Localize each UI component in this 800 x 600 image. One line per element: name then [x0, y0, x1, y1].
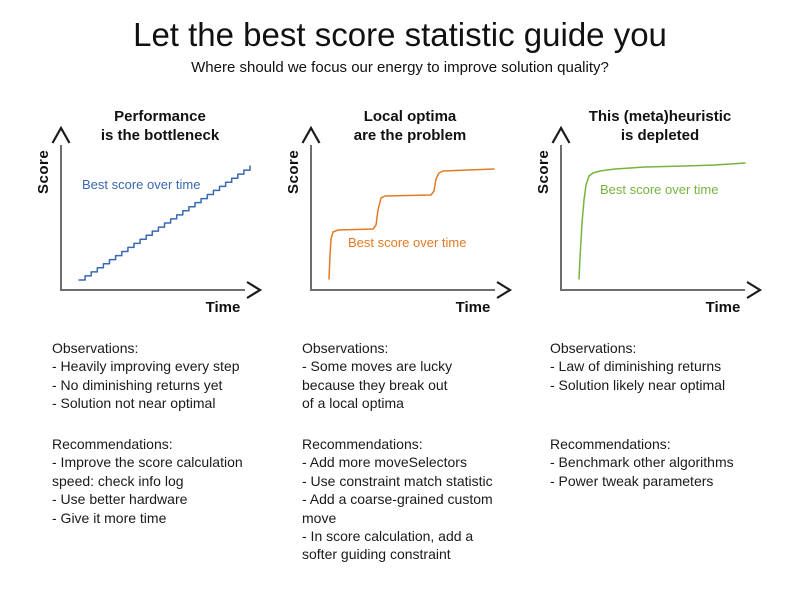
text-line: - Add more moveSelectors	[302, 454, 467, 471]
panel-performance-bottleneck: Performance is the bottleneck Score Time…	[35, 105, 285, 337]
panel-title-line2: is the bottleneck	[100, 127, 220, 144]
panel-title: Performance is the bottleneck	[35, 107, 285, 145]
text-line: - Improve the score calculation	[52, 454, 243, 471]
text-line: softer guiding constraint	[302, 546, 451, 563]
observations-list: - Law of diminishing returns - Solution l…	[550, 357, 795, 394]
recommendations-heading: Recommendations:	[52, 436, 173, 452]
recommendations-block: Recommendations: - Benchmark other algor…	[550, 435, 734, 490]
y-axis-label: Score	[285, 149, 302, 195]
observations-heading: Observations:	[550, 340, 637, 356]
chart-local-optima	[301, 125, 513, 299]
notes-column-depleted: Observations: - Law of diminishing retur…	[550, 339, 795, 579]
text-line: - Use constraint match statistic	[302, 472, 493, 489]
recommendations-list: - Improve the score calculation speed: ch…	[52, 453, 243, 527]
panel-title-line2: is depleted	[620, 127, 700, 144]
series-label: Best score over time	[82, 177, 201, 192]
text-line: - Power tweak parameters	[550, 472, 714, 489]
panel-heuristic-depleted: This (meta)heuristic is depleted Score T…	[535, 105, 785, 337]
text-line: - Solution not near optimal	[52, 395, 216, 412]
panel-local-optima: Local optima are the problem Score Time …	[285, 105, 535, 337]
panel-title-line1: This (meta)heuristic	[588, 108, 732, 125]
x-axis-label: Time	[705, 299, 741, 316]
text-line: - Some moves are lucky	[302, 358, 453, 375]
recommendations-list: - Benchmark other algorithms - Power twea…	[550, 453, 734, 490]
recommendations-heading: Recommendations:	[550, 436, 671, 452]
observations-list: - Heavily improving every step - No dimin…	[52, 357, 297, 412]
recommendations-list: - Add more moveSelectors - Use constraint…	[302, 453, 493, 563]
panel-title-line1: Local optima	[363, 108, 457, 125]
text-line: - Add a coarse-grained custom	[302, 491, 493, 508]
chart-performance-bottleneck	[51, 125, 263, 299]
slide-subtitle: Where should we focus our energy to impr…	[191, 59, 609, 76]
panel-title-line2: are the problem	[353, 127, 467, 144]
text-line: - No diminishing returns yet	[52, 376, 223, 393]
text-line: - Use better hardware	[52, 491, 188, 508]
text-line: of a local optima	[302, 395, 404, 412]
text-line: because they break out	[302, 376, 448, 393]
observations-list: - Some moves are lucky because they break…	[302, 357, 547, 412]
notes-column-performance: Observations: - Heavily improving every …	[52, 339, 297, 579]
x-axis-label: Time	[205, 299, 241, 316]
x-axis-label: Time	[455, 299, 491, 316]
text-line: - Give it more time	[52, 509, 167, 526]
recommendations-heading: Recommendations:	[302, 436, 423, 452]
y-axis-label: Score	[535, 149, 552, 195]
observations-heading: Observations:	[302, 340, 389, 356]
chart-heuristic-depleted	[551, 125, 763, 299]
text-line: - Law of diminishing returns	[550, 358, 722, 375]
observations-heading: Observations:	[52, 340, 139, 356]
recommendations-block: Recommendations: - Improve the score cal…	[52, 435, 243, 527]
series-label: Best score over time	[348, 235, 467, 250]
text-line: speed: check info log	[52, 472, 184, 489]
text-line: - In score calculation, add a	[302, 528, 474, 545]
text-line: - Heavily improving every step	[52, 358, 240, 375]
notes-column-local-optima: Observations: - Some moves are lucky beca…	[302, 339, 547, 579]
panel-title-line1: Performance	[114, 108, 206, 125]
series-label: Best score over time	[600, 182, 719, 197]
recommendations-block: Recommendations: - Add more moveSelector…	[302, 435, 493, 564]
text-line: - Solution likely near optimal	[550, 376, 726, 393]
panel-title: Local optima are the problem	[285, 107, 535, 145]
text-line: - Benchmark other algorithms	[550, 454, 734, 471]
slide-title: Let the best score statistic guide you	[133, 16, 667, 53]
panel-title: This (meta)heuristic is depleted	[535, 107, 785, 145]
text-line: move	[302, 509, 337, 526]
y-axis-label: Score	[35, 149, 52, 195]
